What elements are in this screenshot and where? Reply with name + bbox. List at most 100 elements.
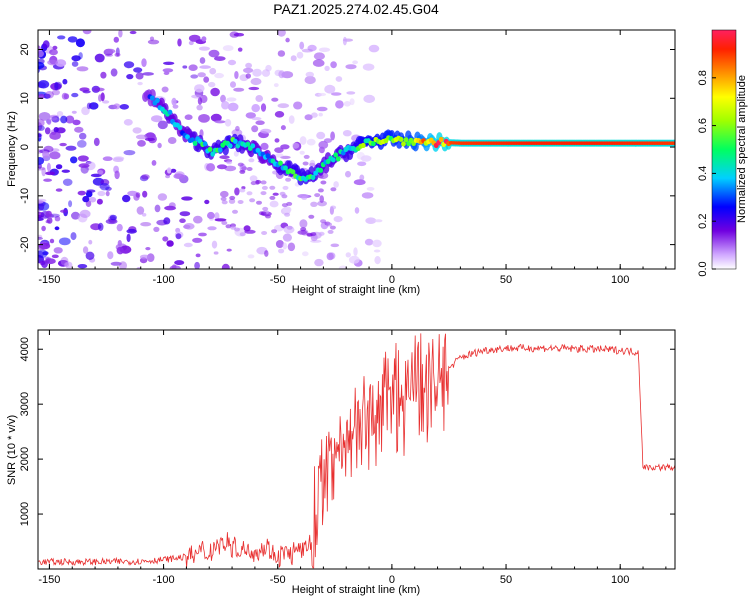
heatmap-noise-blob bbox=[116, 223, 123, 232]
heatmap-noise-blob bbox=[55, 59, 67, 67]
heatmap-noise-blob bbox=[135, 134, 148, 140]
heatmap-noise-blob bbox=[51, 254, 59, 259]
heatmap-noise-blob bbox=[269, 200, 279, 208]
heatmap-noise-blob bbox=[105, 218, 118, 225]
heatmap-noise-blob bbox=[65, 145, 77, 151]
heatmap-noise-blob bbox=[65, 115, 75, 124]
heatmap-ylabel: Frequency (Hz) bbox=[6, 111, 18, 187]
colorbar-tick-label: 0.4 bbox=[697, 166, 709, 181]
heatmap-noise-blob bbox=[188, 40, 194, 46]
heatmap-noise-blob bbox=[286, 201, 293, 206]
heatmap-noise-blob bbox=[346, 91, 356, 95]
heatmap-noise-blob bbox=[157, 120, 168, 130]
heatmap-noise-blob bbox=[75, 38, 85, 48]
heatmap-noise-blob bbox=[239, 232, 246, 237]
heatmap-noise-blob bbox=[324, 84, 336, 94]
snr-frame bbox=[37, 329, 676, 570]
heatmap-noise-blob bbox=[53, 247, 63, 254]
heatmap-noise-blob bbox=[282, 242, 288, 250]
heatmap-noise-blob bbox=[153, 226, 160, 232]
heatmap-noise-blob bbox=[198, 114, 210, 123]
heatmap-noise-blob bbox=[56, 111, 64, 117]
heatmap-noise-blob bbox=[363, 94, 376, 103]
heatmap-noise-blob bbox=[62, 78, 68, 85]
heatmap-noise-blob bbox=[38, 249, 48, 258]
heatmap-noise-blob bbox=[206, 163, 216, 172]
heatmap-noise-blob bbox=[313, 52, 325, 60]
heatmap-noise-blob bbox=[110, 261, 122, 266]
heatmap-noise-blob bbox=[260, 180, 267, 185]
y-tick-label: 1000 bbox=[19, 502, 31, 526]
heatmap-noise-blob bbox=[38, 61, 45, 70]
heatmap-noise-blob bbox=[86, 102, 92, 110]
snr-ticks: -150 -100 -50 0 50 100 1000 2000 3000 4000 bbox=[19, 330, 675, 586]
snr-line bbox=[38, 333, 675, 569]
heatmap-noise-blob bbox=[164, 205, 177, 211]
heatmap-noise-blob bbox=[166, 240, 174, 247]
heatmap-noise-blob bbox=[96, 198, 103, 205]
heatmap-noise-blob bbox=[274, 147, 284, 154]
heatmap-noise-blob bbox=[210, 113, 222, 122]
y-tick-label: 10 bbox=[19, 92, 31, 104]
snr-xlabel: Height of straight line (km) bbox=[292, 584, 420, 596]
heatmap-noise-blob bbox=[271, 97, 279, 102]
heatmap-noise-blob bbox=[227, 102, 239, 112]
heatmap-ridge-core bbox=[283, 165, 288, 171]
heatmap-noise-blob bbox=[330, 187, 337, 192]
heatmap-noise-blob bbox=[58, 237, 71, 246]
heatmap-noise-blob bbox=[224, 165, 237, 172]
heatmap-noise-blob bbox=[77, 264, 88, 269]
heatmap-noise-blob bbox=[274, 153, 284, 158]
heatmap-noise-blob bbox=[237, 162, 244, 167]
heatmap-noise-blob bbox=[330, 92, 342, 96]
x-tick-label: -150 bbox=[38, 274, 60, 286]
heatmap-noise-blob bbox=[214, 218, 227, 222]
heatmap-noise-blob bbox=[345, 170, 351, 178]
heatmap-noise-blob bbox=[288, 115, 295, 124]
heatmap-noise-blob bbox=[245, 112, 256, 119]
colorbar-ticks: 0.0 0.2 0.4 0.6 0.8 bbox=[697, 70, 716, 277]
heatmap-noise-blob bbox=[234, 227, 240, 232]
heatmap-xlabel: Height of straight line (km) bbox=[292, 284, 420, 296]
heatmap-noise-blob bbox=[194, 84, 205, 93]
heatmap-noise-blob bbox=[166, 167, 172, 174]
heatmap-noise-blob bbox=[71, 61, 79, 67]
heatmap-noise-blob bbox=[38, 125, 45, 131]
x-tick-label: 50 bbox=[500, 274, 512, 286]
heatmap-noise-blob bbox=[282, 233, 292, 242]
heatmap-noise-blob bbox=[151, 160, 157, 166]
heatmap-noise-blob bbox=[225, 224, 232, 229]
heatmap-noise-blob bbox=[68, 200, 73, 208]
heatmap-noise-blob bbox=[122, 194, 131, 203]
heatmap-noise-blob bbox=[247, 254, 255, 259]
heatmap-noise-blob bbox=[307, 44, 317, 52]
chart-title: PAZ1.2025.274.02.45.G04 bbox=[273, 1, 439, 17]
heatmap-noise-blob bbox=[45, 171, 56, 176]
heatmap-noise-blob bbox=[299, 41, 305, 50]
heatmap-noise-blob bbox=[161, 86, 169, 93]
heatmap-noise-blob bbox=[196, 104, 203, 111]
heatmap-noise-blob bbox=[274, 111, 285, 118]
heatmap-noise-blob bbox=[181, 196, 193, 201]
x-tick-label: -150 bbox=[38, 574, 60, 586]
heatmap-noise-blob bbox=[70, 156, 78, 164]
heatmap-noise-blob bbox=[284, 212, 291, 217]
heatmap-noise-blob bbox=[255, 120, 265, 125]
snr-series bbox=[38, 333, 675, 569]
heatmap-noise-blob bbox=[304, 114, 313, 121]
heatmap-noise-blob bbox=[248, 86, 260, 91]
heatmap-noise-blob bbox=[167, 137, 177, 144]
heatmap-noise-blob bbox=[234, 71, 239, 79]
heatmap-noise-blob bbox=[221, 263, 230, 269]
heatmap-noise-blob bbox=[63, 93, 70, 100]
heatmap-noise-blob bbox=[147, 39, 160, 45]
heatmap-noise-blob bbox=[78, 163, 90, 168]
heatmap-noise-blob bbox=[162, 236, 169, 242]
heatmap-noise-blob bbox=[199, 65, 212, 69]
heatmap-noise-blob bbox=[142, 72, 155, 76]
heatmap-ridge-core bbox=[403, 137, 409, 143]
snr-ylabel: SNR (10 * v/v) bbox=[6, 415, 18, 485]
heatmap-noise-blob bbox=[282, 206, 292, 214]
heatmap-noise-blob bbox=[179, 211, 191, 217]
